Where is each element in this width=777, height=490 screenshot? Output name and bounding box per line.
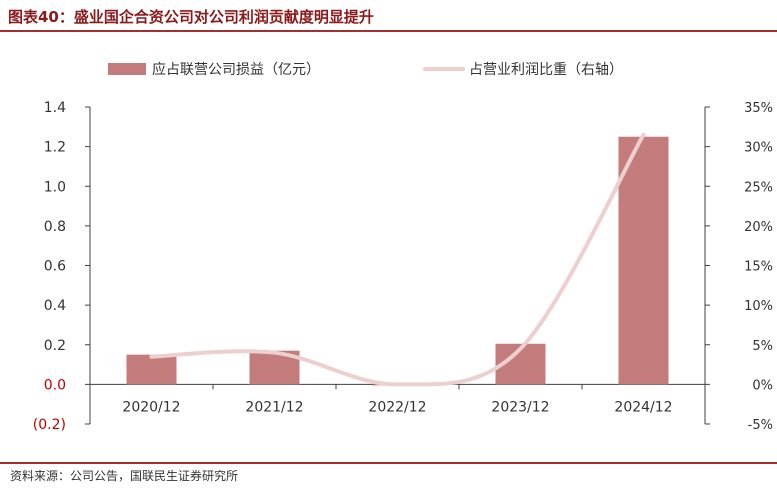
left-y-axis: (0.2) 0.0 0.2 0.4 0.6 0.8 1.0 1.2 1.4: [33, 100, 91, 433]
right-axis-tick-label: 30%: [744, 141, 773, 156]
bar-2020/12: [126, 354, 177, 385]
x-axis: 2020/12 2021/12 2022/12 2023/12 2024/12: [89, 383, 706, 415]
x-axis-tick-label: 2020/12: [122, 399, 180, 415]
left-axis-tick-label: 0.0: [44, 377, 66, 393]
left-axis-tick-label: 0.2: [44, 338, 66, 354]
left-axis-tick-label: 1.2: [44, 140, 66, 156]
right-axis-tick-label: 5%: [752, 339, 773, 354]
right-axis-tick-label: 10%: [744, 299, 773, 314]
chart-legend: 应占联营公司损益（亿元） 占营业利润比重（右轴）: [108, 61, 623, 78]
left-axis-tick-label: 0.4: [44, 298, 66, 314]
left-axis-tick-label: 0.8: [44, 219, 66, 235]
legend-line-label: 占营业利润比重（右轴）: [469, 62, 623, 78]
legend-bar-swatch: [108, 63, 146, 75]
line-series: [149, 132, 646, 387]
line-series-path: [149, 132, 646, 387]
right-axis-tick-label: 15%: [744, 260, 773, 275]
right-axis-tick-label: 25%: [744, 180, 773, 195]
chart-area: 应占联营公司损益（亿元） 占营业利润比重（右轴） (0.2) 0.0 0.2 0.4 0.…: [33, 61, 773, 433]
right-axis-tick-label: 35%: [744, 101, 773, 116]
right-axis-tick-label: 0%: [752, 378, 773, 393]
x-axis-tick-label: 2023/12: [491, 399, 549, 415]
left-axis-tick-label: (0.2): [33, 417, 66, 433]
left-axis-tick-label: 1.4: [44, 100, 66, 116]
left-axis-tick-label: 1.0: [44, 179, 66, 195]
bar-series: [126, 136, 669, 386]
right-axis-tick-label: 20%: [744, 220, 773, 235]
left-axis-tick-label: 0.6: [44, 259, 66, 275]
title-divider: [0, 30, 777, 32]
source-note: 资料来源：公司公告，国联民生证券研究所: [10, 469, 239, 483]
x-axis-tick-label: 2024/12: [614, 399, 672, 415]
bar-2024/12: [618, 136, 669, 385]
right-y-axis: -5% 0% 5% 10% 15% 20% 25% 30% 35%: [704, 101, 773, 433]
footer-divider: [0, 462, 777, 464]
x-axis-tick-label: 2022/12: [368, 399, 426, 415]
x-axis-tick-label: 2021/12: [245, 399, 303, 415]
chart-title: 图表40：盛业国企合资公司对公司利润贡献度明显提升: [8, 8, 374, 26]
right-axis-tick-label: -5%: [748, 418, 773, 433]
legend-bar-label: 应占联营公司损益（亿元）: [152, 61, 320, 78]
